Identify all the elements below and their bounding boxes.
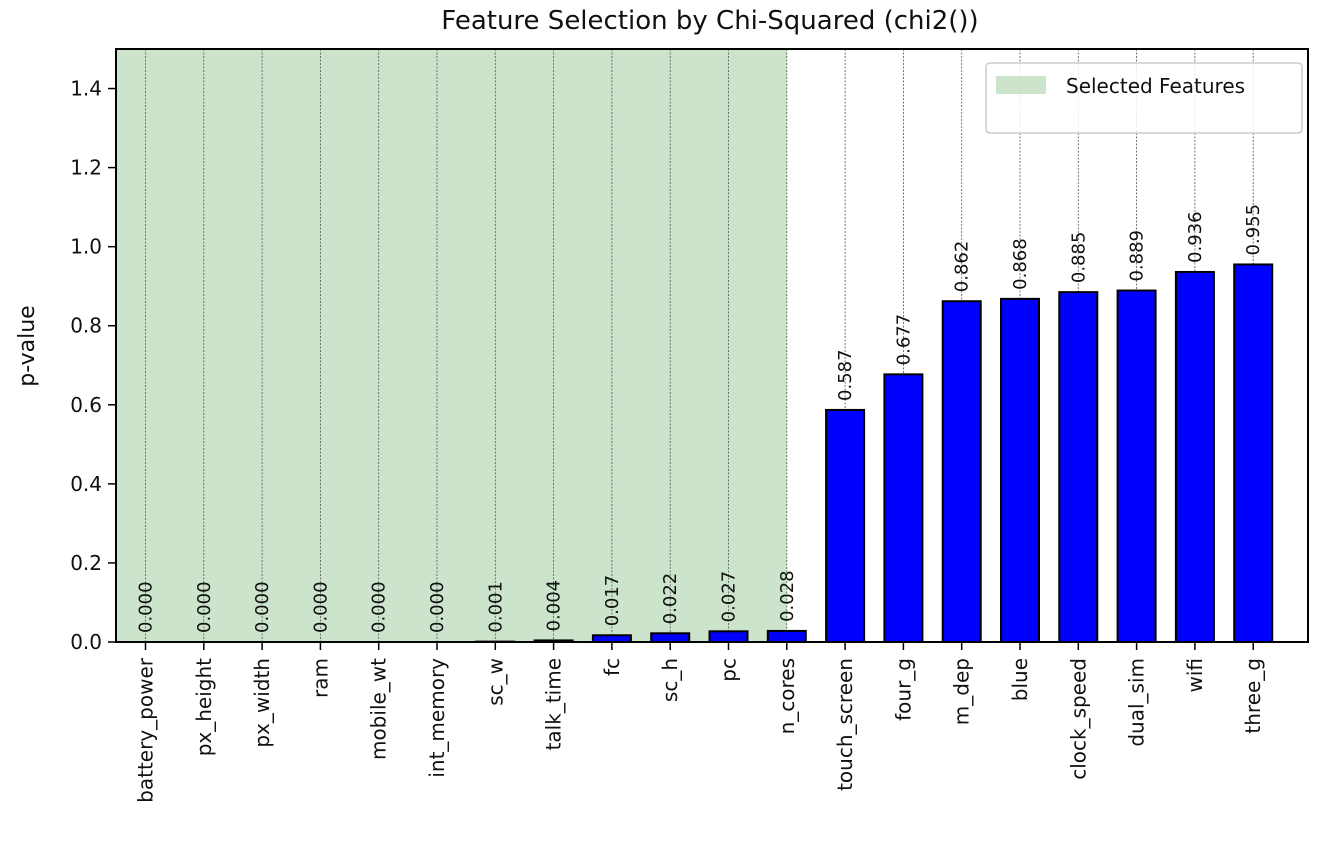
x-tick-label: battery_power [134,657,158,803]
y-tick-label: 0.2 [70,551,102,575]
x-tick-label: sc_w [483,658,507,706]
bar [1000,297,1040,643]
x-tick-label: clock_speed [1066,658,1090,780]
bar [825,408,866,643]
data-label: 0.000 [310,581,331,633]
data-label: 0.017 [602,575,623,627]
x-tick-label: three_g [1241,658,1265,734]
data-label: 0.001 [485,581,506,633]
bar [708,630,749,643]
y-tick-label: 0.6 [70,393,102,417]
x-tick-label: fc [600,658,624,676]
plot-area: 0.000 0.000 0.000 0.000 0.000 0.000 0.001 0.004… [70,48,1309,803]
y-tick-label: 1.4 [70,77,102,101]
x-tick-label: dual_sim [1125,658,1149,747]
x-tick-label: ram [308,658,332,698]
data-label: 0.885 [1068,232,1089,284]
x-tick-label: px_height [192,658,216,756]
legend-swatch [996,76,1046,94]
legend-label: Selected Features [1066,74,1245,98]
data-label: 0.000 [369,581,390,633]
y-tick-label: 1.2 [70,156,102,180]
bar [591,634,632,644]
x-tick-label: touch_screen [833,658,857,791]
x-tick-label: blue [1008,658,1032,701]
x-tick-label: pc [717,658,741,682]
data-label: 0.955 [1243,204,1264,256]
data-label: 0.004 [544,580,565,632]
x-tick-label: mobile_wt [367,658,391,760]
y-axis-label: p-value [15,305,40,386]
x-tick-label: m_dep [950,658,974,725]
chart-title: Feature Selection by Chi-Squared (chi2()… [441,6,978,36]
bar [1174,270,1215,643]
bar [883,373,924,643]
data-label: 0.862 [952,241,973,293]
x-tick-label: sc_h [658,658,682,702]
x-tick-label: four_g [891,658,915,721]
data-label: 0.000 [427,581,448,633]
data-label: 0.868 [1010,238,1031,290]
x-tick-label: n_cores [775,658,799,734]
x-tick-label: px_width [250,658,274,748]
y-tick-label: 0.0 [70,630,102,654]
x-tick-label: int_memory [425,658,449,778]
data-label: 0.022 [660,573,681,625]
bar [1058,291,1099,643]
y-tick-label: 0.8 [70,314,102,338]
y-tick-label: 1.0 [70,235,102,259]
data-label: 0.677 [893,314,914,366]
data-label: 0.587 [835,349,856,401]
data-label: 0.000 [194,581,215,633]
data-label: 0.000 [252,581,273,633]
bar [1116,289,1157,643]
data-label: 0.889 [1127,230,1148,282]
bar [1233,263,1274,643]
bar [941,300,982,643]
selected-region [116,49,787,642]
bar [650,632,691,644]
legend-box [985,62,1303,134]
x-tick-label: talk_time [542,658,566,750]
data-label: 0.936 [1185,211,1206,263]
x-tick-label: wifi [1183,658,1207,693]
data-label: 0.000 [136,581,157,633]
data-label: 0.028 [777,570,798,622]
axes-frame [115,48,1309,643]
bar [766,629,807,643]
data-label: 0.027 [719,571,740,623]
y-tick-label: 0.4 [70,472,102,496]
